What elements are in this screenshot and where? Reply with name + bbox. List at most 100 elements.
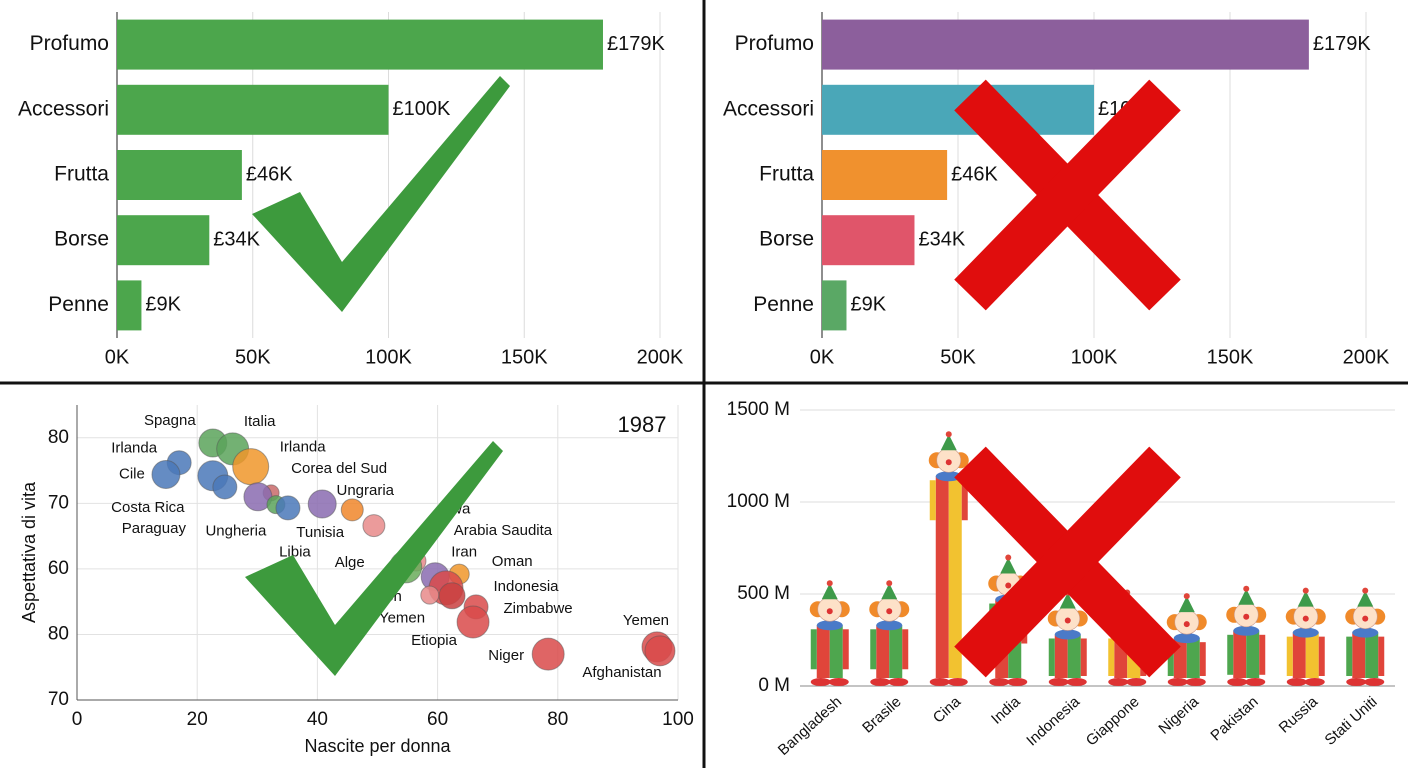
ruff [1292,627,1319,638]
bubble [644,635,676,667]
bar [822,280,847,331]
bubble [151,459,181,489]
body-left [1233,630,1247,678]
x-tick-label: 40 [307,709,328,730]
point-label: Libia [279,544,311,561]
point-label: Tunisia [296,524,344,541]
point-label: Alge [335,554,365,571]
hat [1238,588,1255,605]
point-label: Etiopia [411,632,458,649]
bubble [420,585,440,605]
check-mark [245,441,503,676]
value-label: £34K [213,228,260,250]
hat [1178,596,1195,613]
arm [1346,636,1353,676]
ruff [1054,629,1081,640]
arm [1259,634,1266,675]
bubble [340,498,364,522]
y-tick-label: 70 [48,689,69,710]
bar [117,19,603,70]
body-left [876,625,890,678]
x-axis-title: Nascite per donna [304,736,451,756]
value-label: £179K [1313,33,1371,55]
annotation: 1987 [618,412,667,437]
x-tick-label: 100K [1071,346,1118,368]
category-label: Borse [759,228,814,251]
body-right [948,476,962,678]
y-tick-label: 80 [48,427,69,448]
arm [1318,636,1325,676]
shoe [989,678,1010,686]
arm [1227,634,1234,675]
body-right [889,625,903,678]
category-label: Accessori [723,97,814,120]
shoe [1227,678,1248,686]
pompom [1183,593,1190,600]
x-tick-label: 20 [187,709,208,730]
shoe [1167,678,1188,686]
pompom [826,580,833,587]
nose [1064,617,1071,624]
arm [1080,638,1087,676]
bar [117,84,389,135]
arm [902,629,909,670]
bubble [438,582,466,610]
pompom [886,580,893,587]
shoe [1048,678,1069,686]
clown [1345,587,1386,686]
pompom [1362,587,1369,594]
shoe [1286,678,1307,686]
x-tick-label: 100 [662,709,694,730]
value-label: £34K [918,228,965,250]
point-label: Costa Rica [111,499,185,516]
bubble [212,474,238,500]
y-tick-label: 0 M [758,675,790,696]
value-label: £179K [607,33,665,55]
bar [117,280,142,331]
shoe [888,678,909,686]
shoe [1066,678,1087,686]
bubble [275,495,301,521]
point-label: Ungheria [205,523,267,540]
category-label: Penne [48,293,109,316]
x-tick-label: 150K [501,346,548,368]
nose [1362,615,1369,622]
point-label: Irlanda [111,440,158,457]
value-label: £100K [393,98,451,120]
x-tick-label: 200K [1343,346,1390,368]
body-right [1305,632,1319,678]
hat [1297,590,1314,607]
body-right [1365,632,1379,678]
y-tick-label: 1500 M [727,399,790,420]
arm [1199,642,1206,676]
x-tick-label: 60 [427,709,448,730]
shoe [929,678,950,686]
body-left [816,625,830,678]
point-label: Niger [488,647,524,664]
nose [1243,613,1250,620]
point-label: Corea del Sud [291,460,387,477]
body-right [1067,634,1081,678]
pompom [945,431,952,438]
hat [1357,590,1374,607]
point-label: Zimbabwe [503,600,572,617]
point-label: Cile [119,465,145,482]
clown [869,580,910,686]
shoe [1245,678,1266,686]
value-label: £9K [145,294,181,316]
category-label: Profumo [735,32,814,55]
y-tick-label: 80 [48,623,69,644]
hat [940,434,957,451]
nose [945,459,952,466]
arm [870,629,877,670]
arm [929,480,936,521]
shoe [1126,678,1147,686]
ruff [1233,625,1260,636]
point-label: Paraguay [122,520,187,537]
bubble [232,448,270,486]
clown [1047,589,1088,686]
clown [1226,585,1267,686]
value-label: £46K [246,163,293,185]
arm [961,480,968,521]
